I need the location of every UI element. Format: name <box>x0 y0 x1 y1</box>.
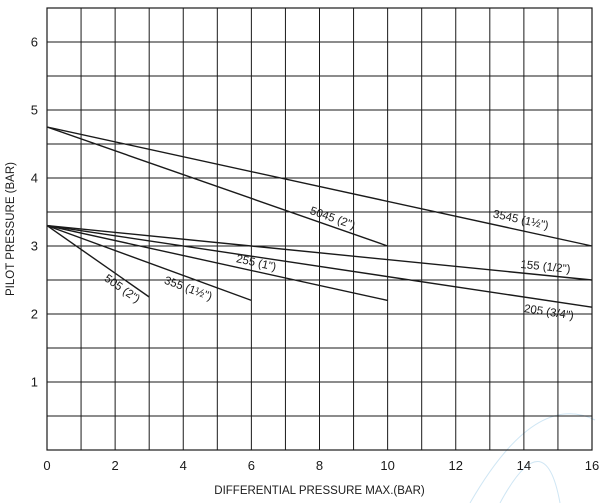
series-line <box>46 224 252 302</box>
grid <box>47 8 592 450</box>
series-label: 205 (3/4") <box>523 303 575 322</box>
y-tick-label: 4 <box>31 171 38 186</box>
x-tick-label: 10 <box>380 458 394 473</box>
x-tick-label: 16 <box>585 458 599 473</box>
x-tick-label: 8 <box>316 458 323 473</box>
x-tick-label: 0 <box>43 458 50 473</box>
x-tick-label: 12 <box>449 458 463 473</box>
series-label: 5045 (2") <box>308 205 356 232</box>
series-line <box>46 224 388 302</box>
series-line <box>46 224 593 308</box>
y-tick-label: 5 <box>31 103 38 118</box>
series-line <box>46 126 388 247</box>
x-tick-label: 14 <box>517 458 531 473</box>
series-label: 155 (1/2") <box>520 259 571 276</box>
background-decoration <box>469 413 596 503</box>
plot-frame <box>46 7 593 451</box>
series-line <box>46 225 150 298</box>
series-labels: 3545 (1½")5045 (2")155 (1/2")205 (3/4")2… <box>102 205 575 322</box>
series-line <box>46 126 593 247</box>
x-tick-label: 6 <box>248 458 255 473</box>
y-tick-label: 2 <box>31 307 38 322</box>
series-lines <box>46 126 593 308</box>
x-axis-title: DIFFERENTIAL PRESSURE MAX.(BAR) <box>214 485 425 497</box>
y-tick-label: 3 <box>31 239 38 254</box>
series-label: 355 (1½") <box>162 275 213 304</box>
x-tick-label: 2 <box>112 458 119 473</box>
x-tick-label: 4 <box>180 458 187 473</box>
y-tick-label: 1 <box>31 375 38 390</box>
y-axis-title: PILOT PRESSURE (BAR) <box>5 162 17 296</box>
y-tick-label: 6 <box>31 35 38 50</box>
series-line <box>46 224 593 281</box>
